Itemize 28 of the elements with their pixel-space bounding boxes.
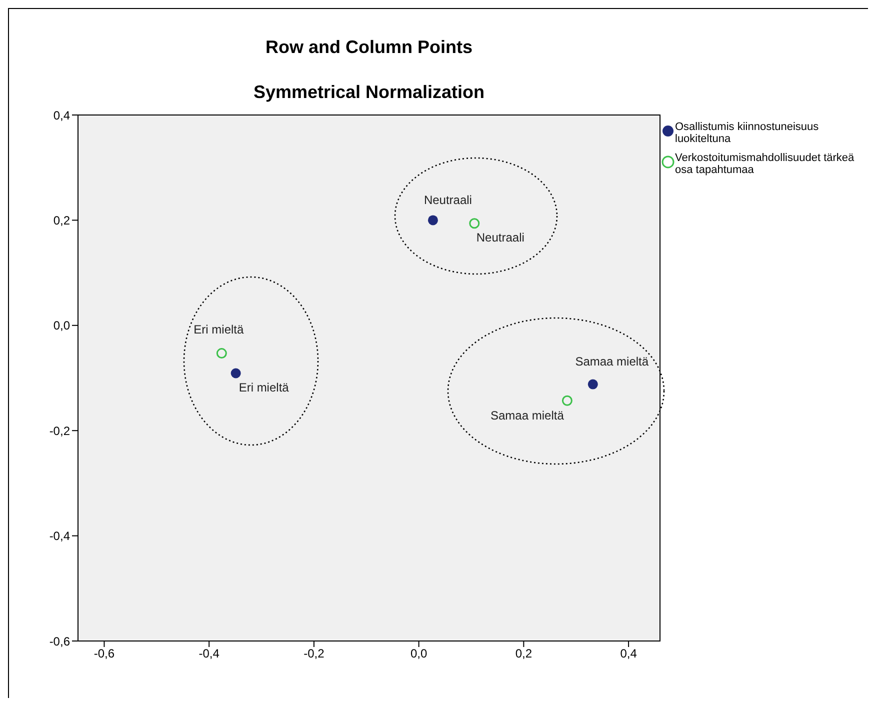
point [230, 368, 241, 378]
annotation: Samaa mieltä [490, 408, 564, 423]
point [588, 379, 598, 390]
y-tick-label: -0,4 [49, 529, 70, 544]
y-tick-label: -0,2 [49, 424, 70, 438]
point [469, 218, 480, 229]
annotation: Neutraali [424, 193, 472, 208]
x-tick-label: 0,0 [410, 646, 428, 661]
x-tick-label: 0,2 [515, 646, 532, 661]
annotation: Samaa mieltä [575, 354, 649, 368]
annotation: Eri mieltä [194, 322, 244, 336]
x-tick-label: -0,4 [198, 646, 220, 661]
legend-label: Verkostoitumismahdollisuudet tärkeä osa tapahtumaa [675, 152, 856, 176]
x-tick-label: -0,6 [94, 646, 115, 661]
point [428, 215, 438, 226]
legend-label: Osallistumis kiinnostuneisuus luokiteltuna [675, 121, 820, 145]
chart-subtitle: Symmetrical Normalization [252, 82, 486, 103]
x-tick-label: 0,4 [620, 646, 638, 661]
point [216, 348, 227, 359]
y-tick-label: 0,4 [53, 108, 70, 122]
y-tick-label: 0,2 [53, 213, 70, 228]
y-tick-label: 0,0 [53, 318, 70, 333]
annotation: Neutraali [476, 230, 524, 244]
x-tick-label: -0,2 [304, 646, 325, 661]
point [562, 395, 572, 406]
annotation: Eri mieltä [238, 380, 290, 394]
y-tick-label: -0,6 [49, 634, 70, 648]
chart-title: Row and Column Points [264, 37, 474, 58]
